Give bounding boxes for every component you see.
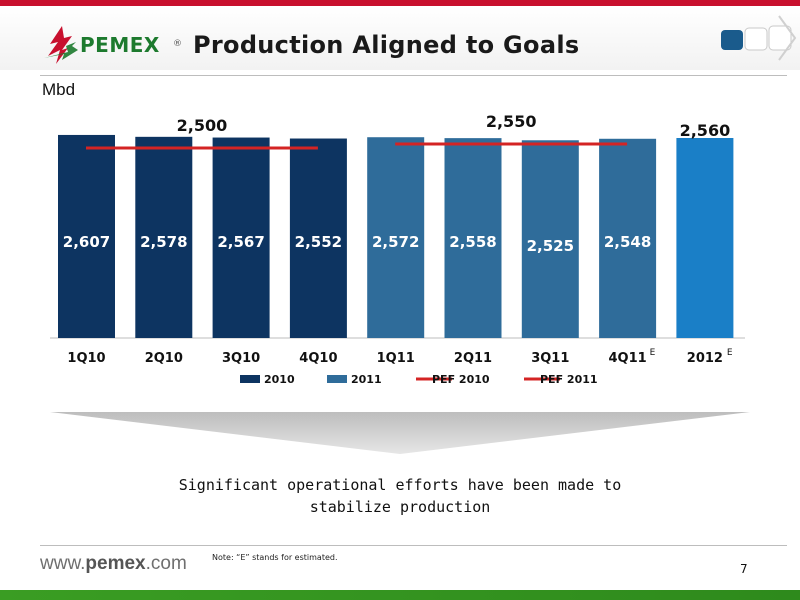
x-tick-label: 2Q11 [454,351,492,366]
header-background [0,6,800,70]
x-tick-superscript: E [650,348,656,358]
pemex-eagle-icon [44,26,78,64]
url-prefix: www. [40,553,86,574]
legend-label: 2010 [264,373,295,386]
reference-line-label: 2,550 [486,112,537,131]
footer-divider [40,545,787,546]
x-tick-label: 3Q11 [531,351,569,366]
logo-wordmark: PEMEX [80,33,160,57]
bar-1q11 [367,137,425,338]
bar-value-label: 2,552 [295,233,342,251]
page-number: 7 [740,562,748,576]
legend-swatch [327,375,347,383]
bar-1q10 [58,134,115,338]
url-brand: pemex [85,553,146,574]
slide-nav-icon [721,15,797,61]
legend-label: 2011 [351,373,382,386]
pemex-logo: PEMEX ® [42,24,182,66]
bar-2q11 [444,138,502,338]
bar-value-label: 2,558 [449,233,496,251]
bar-value-label: 2,548 [604,233,651,251]
footnote: Note: “E” stands for estimated. [212,553,338,562]
url-suffix: .com [145,553,187,574]
legend-label: PEF 2010 [432,373,490,386]
reference-line-label: 2,500 [177,116,228,135]
key-message: Significant operational efforts have bee… [178,476,622,516]
bar-4q11 [599,138,657,338]
logo-registered-mark: ® [173,39,182,49]
x-tick-label: 3Q10 [222,351,260,366]
website-link[interactable]: www.pemex.com [40,553,187,575]
top-accent-bar [0,0,800,6]
x-tick-label: 2Q10 [145,351,183,366]
down-chevron-shape [50,412,750,454]
bar-value-label: 2,567 [217,233,264,251]
legend-label: PEF 2011 [540,373,598,386]
x-tick-label: 2012 [687,351,723,366]
x-tick-label: 4Q11 [609,351,647,366]
bar-3q10 [212,137,270,338]
bottom-accent-bar [0,590,800,600]
legend-swatch [240,375,260,383]
x-tick-label: 1Q11 [377,351,415,366]
bar-3q11 [521,140,579,338]
bar-4q10 [289,138,347,338]
production-bar-chart: 2,607 1Q10 2,578 2Q10 2,567 3Q10 2,552 4Q10 2,57… [50,112,745,386]
x-tick-label: 1Q10 [67,351,105,366]
bar-value-label: 2,578 [140,233,187,251]
x-tick-superscript: E [727,348,733,358]
bar-value-label: 2,572 [372,233,419,251]
bar-callout-label: 2,560 [680,121,731,140]
bar-2012 [676,138,734,338]
header-divider [40,75,787,76]
x-tick-label: 4Q10 [299,351,337,366]
bar-2q10 [135,136,193,338]
unit-label: Mbd [42,80,76,99]
slide-title: Production Aligned to Goals [193,31,580,59]
bar-value-label: 2,525 [527,237,574,255]
bar-value-label: 2,607 [63,233,110,251]
